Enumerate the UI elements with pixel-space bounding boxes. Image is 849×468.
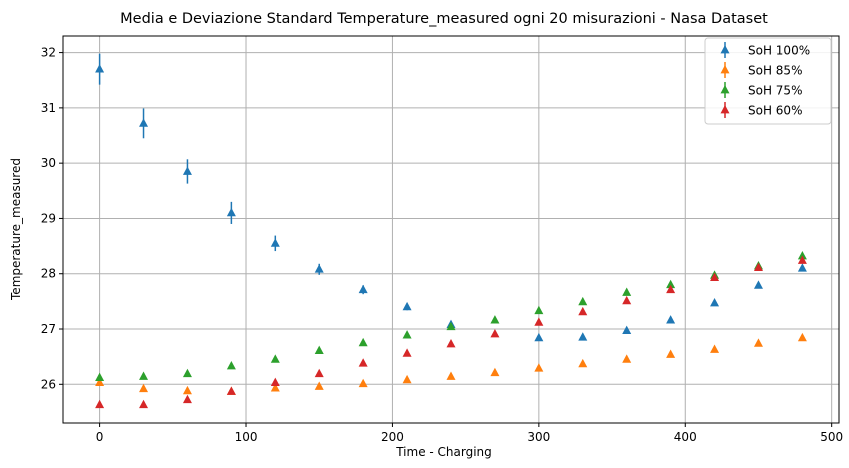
data-point [270, 377, 280, 387]
data-point [797, 251, 807, 260]
data-point [490, 367, 500, 377]
y-tick-label: 32 [41, 46, 56, 60]
y-tick-label: 26 [41, 377, 56, 391]
plot-area-frame [62, 35, 840, 424]
data-point [270, 383, 280, 392]
data-point [139, 371, 149, 380]
data-point [666, 349, 676, 358]
data-point [139, 383, 149, 393]
x-tick-label: 500 [820, 430, 843, 444]
legend: SoH 100% SoH 85% SoH 75% SoH 60% [704, 37, 832, 125]
legend-marker [720, 65, 730, 74]
data-point [578, 332, 588, 341]
data-point [226, 207, 236, 217]
data-point [314, 345, 324, 354]
data-point [358, 358, 368, 367]
legend-entry-label: SoH 60% [748, 104, 802, 118]
data-point [797, 332, 807, 342]
data-point [622, 354, 632, 363]
legend-marker [720, 45, 730, 54]
y-tick-label: 27 [41, 322, 56, 336]
y-tick-label: 29 [41, 211, 56, 225]
data-point [182, 385, 192, 395]
legend-entry-label: SoH 100% [748, 44, 810, 58]
data-point [710, 344, 720, 353]
legend-entry-label: SoH 85% [748, 64, 802, 78]
data-point [797, 255, 807, 264]
data-point [358, 284, 368, 294]
data-point [666, 284, 676, 294]
data-points [95, 64, 807, 409]
axis-ticks: 0 100 200 300 400 500 26 27 28 29 30 31 32 [41, 46, 843, 444]
x-tick-label: 200 [381, 430, 404, 444]
data-point [314, 381, 324, 390]
data-point [95, 372, 105, 382]
data-point [139, 118, 149, 127]
data-point [182, 394, 192, 404]
data-point [95, 64, 105, 73]
data-point [358, 378, 368, 388]
data-point [534, 305, 544, 315]
data-point [95, 377, 105, 387]
data-point [534, 332, 544, 342]
data-point [314, 264, 324, 273]
data-point [314, 368, 324, 378]
legend-entry-label: SoH 75% [748, 84, 802, 98]
data-point [226, 386, 236, 395]
data-point [753, 262, 763, 272]
legend-marker [720, 85, 730, 94]
data-point [446, 371, 456, 380]
data-point [226, 361, 236, 370]
data-point [578, 358, 588, 368]
data-point [490, 328, 500, 338]
data-point [490, 315, 500, 324]
y-tick-label: 30 [41, 156, 56, 170]
x-tick-label: 0 [96, 430, 104, 444]
data-point [270, 238, 280, 247]
data-point [622, 325, 632, 335]
x-tick-label: 100 [235, 430, 258, 444]
data-point [753, 280, 763, 289]
x-axis-label: Time - Charging [395, 445, 492, 459]
x-tick-label: 300 [527, 430, 550, 444]
x-tick-label: 400 [674, 430, 697, 444]
data-point [446, 338, 456, 348]
data-point [534, 363, 544, 372]
data-point [710, 272, 720, 281]
data-point [666, 279, 676, 289]
data-point [402, 374, 412, 384]
data-point [402, 348, 412, 357]
data-point [578, 306, 588, 316]
legend-marker [720, 105, 730, 114]
data-point [95, 399, 105, 409]
data-point [139, 399, 149, 409]
chart-title: Media e Deviazione Standard Temperature_… [120, 11, 768, 27]
data-point [182, 368, 192, 378]
data-point [182, 166, 192, 175]
data-point [534, 317, 544, 326]
data-point [710, 298, 720, 307]
data-point [358, 337, 368, 347]
y-axis-label: Temperature_measured [9, 158, 23, 301]
data-point [402, 330, 412, 339]
y-tick-label: 31 [41, 101, 56, 115]
data-point [402, 301, 412, 311]
legend-box [704, 37, 832, 125]
data-point [797, 263, 807, 272]
data-point [622, 295, 632, 305]
data-point [666, 315, 676, 324]
data-point [622, 287, 632, 296]
y-tick-label: 28 [41, 267, 56, 281]
data-point [753, 338, 763, 347]
error-bars [98, 53, 804, 407]
data-point [270, 354, 280, 363]
data-point [578, 296, 588, 306]
data-point [446, 321, 456, 331]
